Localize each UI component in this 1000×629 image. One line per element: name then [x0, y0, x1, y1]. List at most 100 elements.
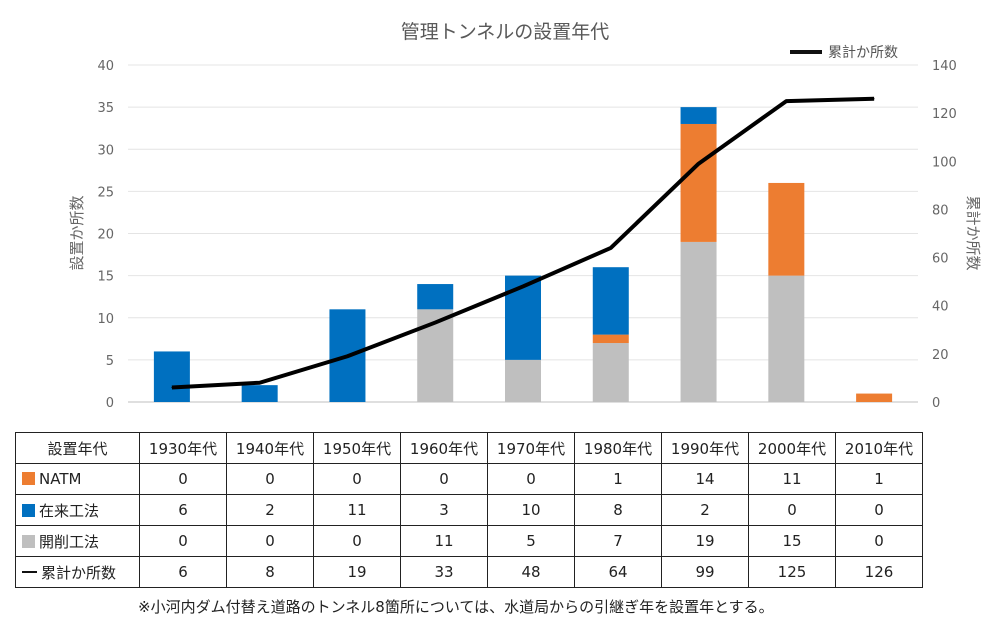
- legend-line-swatch: [22, 570, 37, 573]
- cumulative-point: [259, 382, 261, 384]
- table-row: 累計か所数 6 8 19 33 48 64 99 125 126: [15, 556, 923, 588]
- table-cell: 15: [748, 525, 836, 557]
- table-row-label: 累計か所数: [15, 556, 140, 588]
- y2-tick-label: 60: [932, 252, 949, 267]
- table-cell: 0: [835, 494, 923, 526]
- table-cell: 0: [748, 494, 836, 526]
- footnote: ※小河内ダム付替え道路のトンネル8箇所については、水道局からの引継ぎ年を設置年と…: [138, 598, 774, 616]
- y-tick-label: 15: [97, 270, 114, 285]
- y-axis-left: 0 5 10 15 20 25 30 35 40: [97, 59, 114, 411]
- table-cell: 64: [574, 556, 662, 588]
- table-header-cell: 1950年代: [313, 432, 401, 464]
- grid: [128, 64, 918, 403]
- table-cell: 2: [226, 494, 314, 526]
- table-cell: 125: [748, 556, 836, 588]
- cumulative-point: [171, 387, 173, 389]
- table-header-label: 設置年代: [15, 432, 140, 464]
- table-header-cell: 1960年代: [400, 432, 488, 464]
- table-cell: 48: [487, 556, 575, 588]
- bar-NATM-2010年代: [856, 393, 893, 402]
- y2-tick-label: 120: [932, 107, 957, 122]
- table-cell: 0: [226, 463, 314, 495]
- table-row-label-text: 累計か所数: [41, 563, 117, 582]
- table-cell: 19: [313, 556, 401, 588]
- table-row-label: NATM: [15, 463, 140, 495]
- y-tick-label: 20: [97, 228, 114, 243]
- table-row-label-text: 開削工法: [39, 532, 100, 551]
- bar-NATM-2000年代: [768, 182, 805, 276]
- cumulative-point: [610, 247, 612, 249]
- cumulative-point: [785, 100, 787, 102]
- legend-swatch: [22, 503, 35, 517]
- bar-在来工法-1940年代: [241, 385, 278, 402]
- table-row-label: 開削工法: [15, 525, 140, 557]
- table-cell: 7: [574, 525, 662, 557]
- y-tick-label: 30: [97, 143, 114, 158]
- y-axis-left-label: 設置か所数: [68, 195, 86, 270]
- bar-開削工法-1990年代: [680, 241, 717, 402]
- bar-開削工法-1970年代: [505, 359, 541, 402]
- legend-swatch: [22, 472, 35, 485]
- cumulative-point: [346, 355, 348, 357]
- table-cell: 1: [574, 463, 662, 495]
- bar-開削工法-1960年代: [417, 309, 454, 402]
- table-cell: 8: [226, 556, 314, 588]
- bar-開削工法-2000年代: [768, 275, 805, 402]
- table-cell: 0: [487, 463, 575, 495]
- table-header-cell: 1980年代: [574, 432, 662, 464]
- bar-在来工法-1930年代: [153, 351, 190, 402]
- table-cell: 0: [313, 463, 401, 495]
- table-cell: 0: [139, 463, 227, 495]
- table-cell: 2: [661, 494, 749, 526]
- table-cell: 126: [835, 556, 923, 588]
- chart: 管理トンネルの設置年代 0 5 10 15 20 25 30 35 40 0 20 40 60 80 10…: [68, 21, 982, 411]
- table-cell: 19: [661, 525, 749, 557]
- bar-在来工法-1990年代: [680, 107, 717, 124]
- table-cell: 3: [400, 494, 488, 526]
- bar-開削工法-1980年代: [592, 343, 629, 402]
- table-header-cell: 2010年代: [835, 432, 923, 464]
- y-tick-label: 10: [97, 312, 114, 327]
- table-cell: 6: [139, 494, 227, 526]
- legend: 累計か所数: [790, 45, 898, 61]
- table-cell: 99: [661, 556, 749, 588]
- cumulative-point: [434, 322, 436, 324]
- y2-tick-label: 80: [932, 203, 949, 218]
- table-row-label: 在来工法: [15, 494, 140, 526]
- table-cell: 33: [400, 556, 488, 588]
- table-row: NATM 0 0 0 0 0 1 14 11 1: [15, 463, 923, 495]
- data-table-body: 設置年代 1930年代 1940年代 1950年代 1960年代 1970年代 1980年代…: [15, 432, 923, 588]
- table-cell: 6: [139, 556, 227, 588]
- table-cell: 0: [139, 525, 227, 557]
- table-row-label-text: NATM: [39, 470, 82, 488]
- y2-tick-label: 100: [932, 155, 957, 170]
- table-cell: 0: [313, 525, 401, 557]
- table-row-label-text: 在来工法: [39, 501, 100, 520]
- cumulative-point: [698, 163, 700, 165]
- table-header-row: 設置年代 1930年代 1940年代 1950年代 1960年代 1970年代 1980年代…: [15, 432, 923, 464]
- table-cell: 14: [661, 463, 749, 495]
- bar-series: [153, 107, 893, 402]
- bar-NATM-1980年代: [592, 334, 629, 344]
- cumulative-point: [522, 285, 524, 287]
- table-cell: 1: [835, 463, 923, 495]
- chart-title: 管理トンネルの設置年代: [401, 21, 610, 43]
- y-tick-label: 25: [97, 185, 114, 200]
- table-cell: 11: [313, 494, 401, 526]
- cumulative-line-series: [171, 96, 875, 390]
- table-cell: 0: [835, 525, 923, 557]
- bar-在来工法-1960年代: [417, 284, 454, 310]
- y2-tick-label: 40: [932, 300, 949, 315]
- table-cell: 10: [487, 494, 575, 526]
- y-tick-label: 35: [97, 101, 114, 116]
- table-header-cell: 1940年代: [226, 432, 314, 464]
- legend-label-cumulative: 累計か所数: [828, 45, 898, 61]
- table-row: 在来工法 6 2 11 3 10 8 2 0 0: [15, 494, 923, 526]
- table-header-cell: 1990年代: [661, 432, 749, 464]
- table-cell: 5: [487, 525, 575, 557]
- y2-tick-label: 20: [932, 348, 949, 363]
- y-axis-right-label: 累計か所数: [964, 195, 982, 270]
- table-header-cell: 2000年代: [748, 432, 836, 464]
- y-tick-label: 5: [106, 354, 114, 369]
- legend-swatch: [22, 534, 35, 548]
